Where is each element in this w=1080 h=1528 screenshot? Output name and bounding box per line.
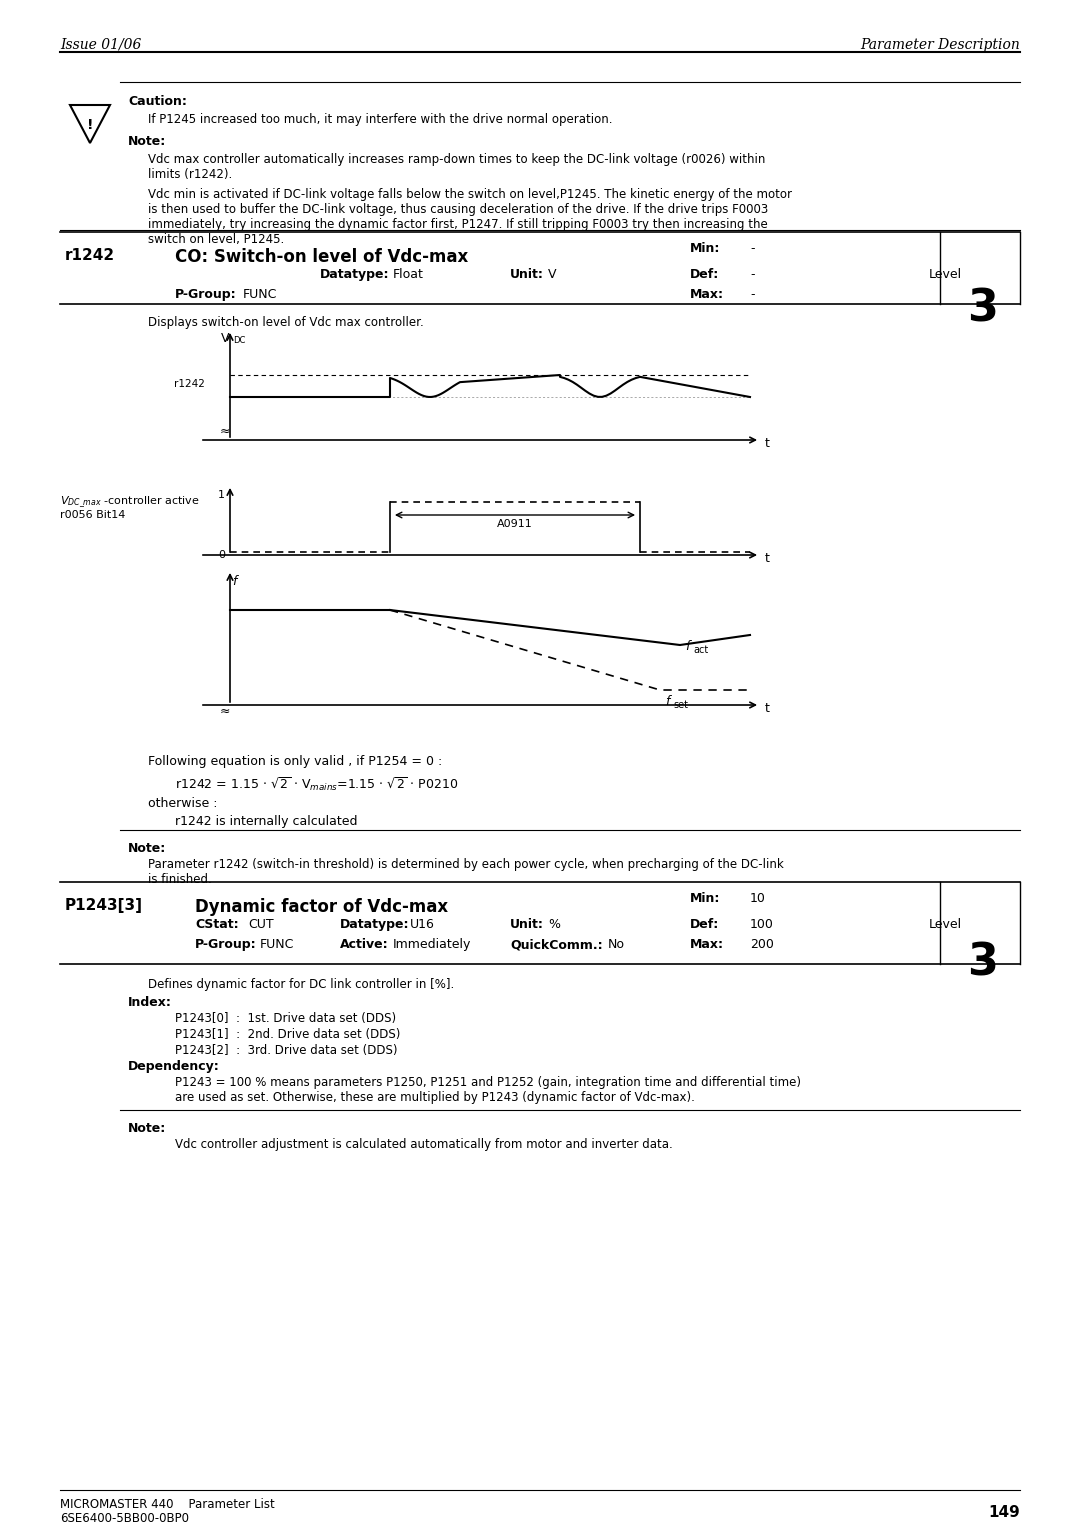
Text: Immediately: Immediately bbox=[393, 938, 471, 950]
Text: Min:: Min: bbox=[690, 241, 720, 255]
Text: Def:: Def: bbox=[690, 918, 719, 931]
Text: 6SE6400-5BB00-0BP0: 6SE6400-5BB00-0BP0 bbox=[60, 1513, 189, 1525]
Text: V: V bbox=[548, 267, 556, 281]
Text: Dynamic factor of Vdc-max: Dynamic factor of Vdc-max bbox=[195, 898, 448, 915]
Text: ≈: ≈ bbox=[219, 704, 230, 718]
Text: Def:: Def: bbox=[690, 267, 719, 281]
Text: r1242: r1242 bbox=[65, 248, 116, 263]
Text: Index:: Index: bbox=[129, 996, 172, 1008]
Text: t: t bbox=[765, 437, 770, 451]
Text: MICROMASTER 440    Parameter List: MICROMASTER 440 Parameter List bbox=[60, 1497, 274, 1511]
Text: f: f bbox=[232, 575, 237, 588]
Text: No: No bbox=[608, 938, 625, 950]
Text: t: t bbox=[765, 552, 770, 565]
Text: 200: 200 bbox=[750, 938, 774, 950]
Text: If P1245 increased too much, it may interfere with the drive normal operation.: If P1245 increased too much, it may inte… bbox=[148, 113, 612, 125]
Text: Note:: Note: bbox=[129, 1122, 166, 1135]
Text: CStat:: CStat: bbox=[195, 918, 239, 931]
Text: 3: 3 bbox=[968, 941, 998, 986]
Text: 3: 3 bbox=[968, 287, 998, 330]
Text: Unit:: Unit: bbox=[510, 918, 544, 931]
Text: Datatype:: Datatype: bbox=[320, 267, 390, 281]
Text: Displays switch-on level of Vdc max controller.: Displays switch-on level of Vdc max cont… bbox=[148, 316, 423, 329]
Text: FUNC: FUNC bbox=[243, 287, 278, 301]
Text: P1243[3]: P1243[3] bbox=[65, 898, 143, 914]
Text: t: t bbox=[765, 701, 770, 715]
Text: Float: Float bbox=[393, 267, 423, 281]
Text: U16: U16 bbox=[410, 918, 435, 931]
Text: Defines dynamic factor for DC link controller in [%].: Defines dynamic factor for DC link contr… bbox=[148, 978, 455, 992]
Text: Caution:: Caution: bbox=[129, 95, 187, 108]
Text: -: - bbox=[750, 267, 755, 281]
Text: !: ! bbox=[86, 118, 93, 131]
Text: %: % bbox=[548, 918, 561, 931]
Text: FUNC: FUNC bbox=[260, 938, 295, 950]
Text: Note:: Note: bbox=[129, 842, 166, 856]
Text: set: set bbox=[673, 700, 688, 711]
Text: P1243[1]  :  2nd. Drive data set (DDS): P1243[1] : 2nd. Drive data set (DDS) bbox=[175, 1028, 401, 1041]
Text: P1243[2]  :  3rd. Drive data set (DDS): P1243[2] : 3rd. Drive data set (DDS) bbox=[175, 1044, 397, 1057]
Text: r1242 is internally calculated: r1242 is internally calculated bbox=[175, 814, 357, 828]
Text: Level: Level bbox=[929, 267, 961, 281]
Text: -: - bbox=[750, 241, 755, 255]
Text: Max:: Max: bbox=[690, 287, 724, 301]
Text: r1242: r1242 bbox=[174, 379, 205, 390]
Text: Following equation is only valid , if P1254 = 0 :: Following equation is only valid , if P1… bbox=[148, 755, 442, 769]
Text: A0911: A0911 bbox=[497, 520, 532, 529]
Text: V: V bbox=[220, 332, 229, 345]
Text: 100: 100 bbox=[750, 918, 774, 931]
Text: 10: 10 bbox=[750, 892, 766, 905]
Text: otherwise :: otherwise : bbox=[148, 798, 217, 810]
Text: ≈: ≈ bbox=[219, 425, 230, 439]
Text: Dependency:: Dependency: bbox=[129, 1060, 219, 1073]
Text: DC: DC bbox=[233, 336, 245, 345]
Text: Parameter r1242 (switch-in threshold) is determined by each power cycle, when pr: Parameter r1242 (switch-in threshold) is… bbox=[148, 859, 784, 886]
Text: -: - bbox=[750, 287, 755, 301]
Text: Vdc min is activated if DC-link voltage falls below the switch on level,P1245. T: Vdc min is activated if DC-link voltage … bbox=[148, 188, 792, 246]
Text: f: f bbox=[665, 695, 670, 707]
Text: Min:: Min: bbox=[690, 892, 720, 905]
Text: Active:: Active: bbox=[340, 938, 389, 950]
Text: Parameter Description: Parameter Description bbox=[861, 38, 1020, 52]
Text: 149: 149 bbox=[988, 1505, 1020, 1520]
Text: Vdc max controller automatically increases ramp-down times to keep the DC-link v: Vdc max controller automatically increas… bbox=[148, 153, 766, 180]
Text: Issue 01/06: Issue 01/06 bbox=[60, 38, 141, 52]
Text: act: act bbox=[693, 645, 708, 656]
Text: Vdc controller adjustment is calculated automatically from motor and inverter da: Vdc controller adjustment is calculated … bbox=[175, 1138, 673, 1151]
Text: 0: 0 bbox=[218, 550, 225, 559]
Text: r0056 Bit14: r0056 Bit14 bbox=[60, 510, 125, 520]
Text: Datatype:: Datatype: bbox=[340, 918, 409, 931]
Text: Max:: Max: bbox=[690, 938, 724, 950]
Text: r1242 = 1.15 $\cdot$ $\sqrt{2}$ $\cdot$ V$_{mains}$=1.15 $\cdot$ $\sqrt{2}$ $\cd: r1242 = 1.15 $\cdot$ $\sqrt{2}$ $\cdot$ … bbox=[175, 775, 458, 793]
Text: CUT: CUT bbox=[248, 918, 273, 931]
Text: CO: Switch-on level of Vdc-max: CO: Switch-on level of Vdc-max bbox=[175, 248, 469, 266]
Text: P-Group:: P-Group: bbox=[195, 938, 257, 950]
Text: Level: Level bbox=[929, 918, 961, 931]
Text: P-Group:: P-Group: bbox=[175, 287, 237, 301]
Text: P1243 = 100 % means parameters P1250, P1251 and P1252 (gain, integration time an: P1243 = 100 % means parameters P1250, P1… bbox=[175, 1076, 801, 1105]
Text: Note:: Note: bbox=[129, 134, 166, 148]
Text: f: f bbox=[685, 640, 689, 652]
Text: Unit:: Unit: bbox=[510, 267, 544, 281]
Text: 1: 1 bbox=[218, 490, 225, 500]
Text: P1243[0]  :  1st. Drive data set (DDS): P1243[0] : 1st. Drive data set (DDS) bbox=[175, 1012, 396, 1025]
Text: $V_{DC\_max}$ -controller active: $V_{DC\_max}$ -controller active bbox=[60, 495, 200, 510]
Text: QuickComm.:: QuickComm.: bbox=[510, 938, 603, 950]
